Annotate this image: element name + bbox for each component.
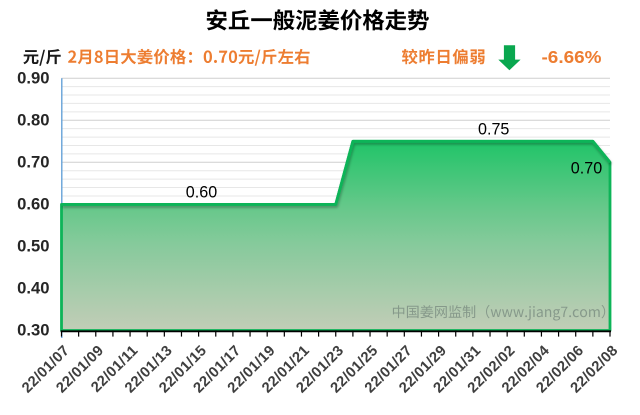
svg-text:0.60: 0.60 — [186, 183, 217, 202]
svg-text:0.90: 0.90 — [17, 68, 49, 87]
svg-text:0.40: 0.40 — [17, 279, 49, 298]
svg-text:0.30: 0.30 — [17, 321, 49, 340]
svg-text:-6.66%: -6.66% — [542, 47, 602, 67]
svg-text:0.50: 0.50 — [17, 237, 49, 256]
svg-text:0.80: 0.80 — [17, 110, 49, 129]
svg-text:0.60: 0.60 — [17, 195, 49, 214]
svg-text:0.75: 0.75 — [478, 119, 509, 138]
svg-text:0.70: 0.70 — [17, 152, 49, 171]
svg-text:0.70: 0.70 — [571, 159, 602, 178]
